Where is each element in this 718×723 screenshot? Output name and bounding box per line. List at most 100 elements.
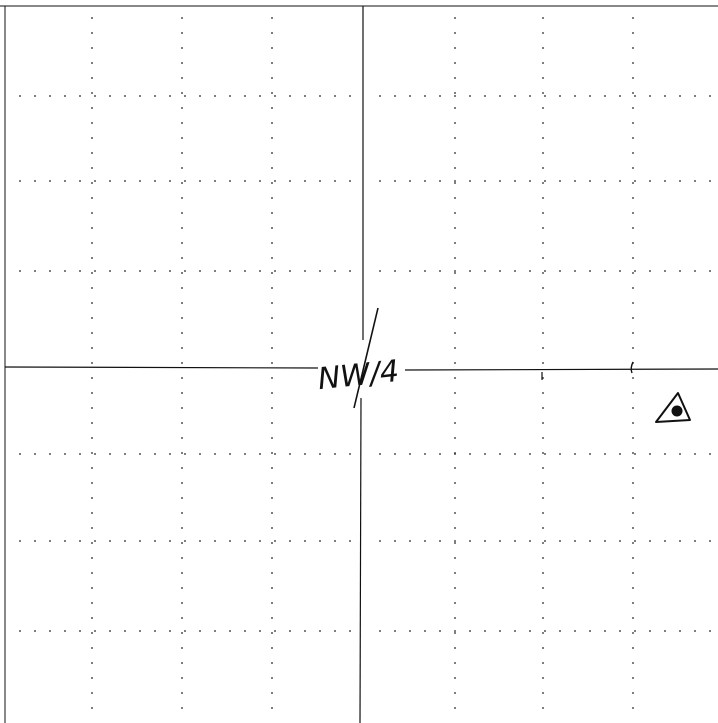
grid-dot — [542, 167, 544, 169]
grid-dot — [181, 632, 183, 634]
grid-dot — [91, 152, 93, 154]
grid-dot — [181, 197, 183, 199]
grid-dot — [139, 630, 141, 632]
grid-dot — [181, 332, 183, 334]
grid-dot — [91, 287, 93, 289]
grid-dot — [304, 630, 306, 632]
grid-dot — [271, 197, 273, 199]
label-slash-stroke — [353, 307, 379, 409]
grid-dot — [229, 630, 231, 632]
grid-dot — [274, 540, 276, 542]
grid-dot — [454, 47, 456, 49]
grid-dot — [542, 467, 544, 469]
grid-dot — [632, 497, 634, 499]
grid-dot — [632, 677, 634, 679]
grid-dot — [619, 180, 621, 182]
grid-dot — [542, 587, 544, 589]
grid-dot — [514, 453, 516, 455]
grid-dot — [304, 180, 306, 182]
grid-dot — [181, 662, 183, 664]
grid-dot — [139, 180, 141, 182]
grid-dot — [181, 317, 183, 319]
grid-dot — [109, 453, 111, 455]
grid-dot — [484, 270, 486, 272]
grid-dot — [542, 392, 544, 394]
grid-dot — [199, 630, 201, 632]
grid-dot — [91, 572, 93, 574]
grid-dot — [154, 95, 156, 97]
grid-dot — [181, 647, 183, 649]
grid-dot — [91, 587, 93, 589]
grid-dot — [694, 540, 696, 542]
grid-dot — [91, 512, 93, 514]
grid-dot — [469, 453, 471, 455]
grid-dot — [109, 180, 111, 182]
grid-dot — [169, 270, 171, 272]
grid-dot — [271, 482, 273, 484]
grid-dot — [632, 467, 634, 469]
grid-dot — [409, 540, 411, 542]
grid-dot — [271, 152, 273, 154]
grid-dot — [79, 270, 81, 272]
grid-dot — [544, 180, 546, 182]
grid-dot — [544, 540, 546, 542]
grid-dot — [259, 180, 261, 182]
grid-dot — [709, 270, 711, 272]
grid-dot — [349, 95, 351, 97]
grid-dot — [454, 272, 456, 274]
grid-dot — [529, 270, 531, 272]
grid-dot — [91, 17, 93, 19]
grid-dot — [632, 512, 634, 514]
grid-dot — [529, 95, 531, 97]
grid-dot — [274, 270, 276, 272]
grid-dot — [19, 630, 21, 632]
grid-dot — [632, 332, 634, 334]
grid-dot — [304, 270, 306, 272]
grid-dot — [542, 227, 544, 229]
grid-dot — [184, 630, 186, 632]
grid-dot — [271, 47, 273, 49]
grid-dot — [394, 630, 396, 632]
grid-dot — [181, 242, 183, 244]
grid-dot — [439, 630, 441, 632]
grid-dot — [542, 632, 544, 634]
grid-dot — [634, 540, 636, 542]
grid-dot — [169, 180, 171, 182]
sheet-frame — [0, 5, 718, 723]
grid-dot — [632, 662, 634, 664]
grid-dot — [19, 180, 21, 182]
grid-dot — [544, 270, 546, 272]
grid-dot — [589, 540, 591, 542]
grid-dot — [632, 347, 634, 349]
grid-dot — [349, 180, 351, 182]
grid-dot — [91, 647, 93, 649]
grid-dot — [484, 453, 486, 455]
grid-dot — [542, 452, 544, 454]
grid-dot — [229, 180, 231, 182]
grid-dot — [91, 362, 93, 364]
grid-dot — [542, 707, 544, 709]
grid-dot — [634, 630, 636, 632]
grid-dot — [454, 392, 456, 394]
horizontal-quarter-line-left — [4, 366, 319, 369]
grid-dot — [632, 407, 634, 409]
grid-dot — [199, 180, 201, 182]
grid-dot — [181, 557, 183, 559]
grid-dot — [184, 270, 186, 272]
grid-dot — [604, 270, 606, 272]
grid-dot — [542, 122, 544, 124]
grid-dot — [154, 630, 156, 632]
grid-dot — [632, 317, 634, 319]
grid-dot — [632, 692, 634, 694]
grid-dot — [632, 542, 634, 544]
grid-dot — [271, 407, 273, 409]
grid-dot — [619, 270, 621, 272]
grid-dot — [259, 95, 261, 97]
grid-dot — [271, 92, 273, 94]
grid-dot — [632, 632, 634, 634]
grid-dot — [181, 467, 183, 469]
grid-dot — [619, 540, 621, 542]
grid-dot — [199, 540, 201, 542]
grid-dot — [79, 630, 81, 632]
grid-dot — [559, 270, 561, 272]
